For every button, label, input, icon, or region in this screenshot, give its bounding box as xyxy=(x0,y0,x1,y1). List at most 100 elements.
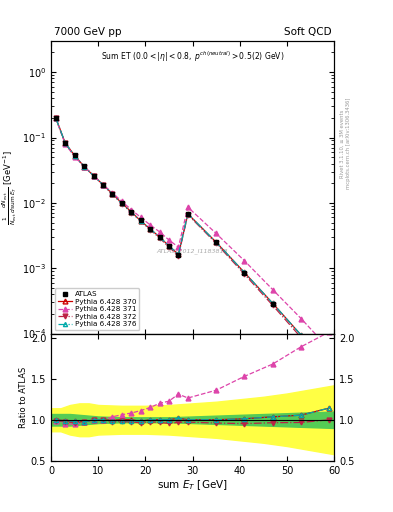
ATLAS xyxy=(214,239,219,245)
Pythia 6.428 371 xyxy=(129,206,134,212)
Pythia 6.428 372 xyxy=(185,211,190,218)
Text: Sum ET $(0.0 < |\eta| < 0.8,\ p^{ch(neutral)} > 0.5(2)\ \mathrm{GeV})$: Sum ET $(0.0 < |\eta| < 0.8,\ p^{ch(neut… xyxy=(101,50,284,64)
Pythia 6.428 376 xyxy=(129,209,134,215)
Pythia 6.428 370 xyxy=(299,332,303,338)
Pythia 6.428 370 xyxy=(82,163,86,169)
Pythia 6.428 372 xyxy=(53,115,58,121)
Pythia 6.428 371 xyxy=(110,189,115,196)
Pythia 6.428 372 xyxy=(82,163,86,169)
Pythia 6.428 370 xyxy=(63,140,68,146)
Pythia 6.428 376 xyxy=(148,226,152,232)
Pythia 6.428 372 xyxy=(138,218,143,224)
Pythia 6.428 372 xyxy=(214,240,219,246)
Pythia 6.428 376 xyxy=(110,191,115,197)
Pythia 6.428 376 xyxy=(157,234,162,240)
Pythia 6.428 376 xyxy=(72,153,77,159)
Pythia 6.428 371 xyxy=(270,287,275,293)
Pythia 6.428 376 xyxy=(63,140,68,146)
Pythia 6.428 376 xyxy=(138,218,143,224)
Pythia 6.428 371 xyxy=(82,163,86,169)
Pythia 6.428 376 xyxy=(91,173,96,179)
Pythia 6.428 371 xyxy=(299,315,303,322)
ATLAS xyxy=(270,301,275,307)
Line: Pythia 6.428 372: Pythia 6.428 372 xyxy=(53,116,332,372)
Pythia 6.428 370 xyxy=(327,363,332,369)
Pythia 6.428 376 xyxy=(82,163,86,169)
Pythia 6.428 370 xyxy=(101,182,105,188)
ATLAS xyxy=(176,252,181,258)
Pythia 6.428 376 xyxy=(119,200,124,206)
Pythia 6.428 370 xyxy=(176,251,181,258)
Pythia 6.428 372 xyxy=(110,191,115,198)
Pythia 6.428 371 xyxy=(63,141,68,147)
Line: Pythia 6.428 376: Pythia 6.428 376 xyxy=(54,116,331,368)
Text: ATLAS_2012_I1183818: ATLAS_2012_I1183818 xyxy=(157,249,228,254)
Pythia 6.428 372 xyxy=(63,140,68,146)
ATLAS xyxy=(53,115,58,121)
Pythia 6.428 371 xyxy=(148,222,152,228)
Pythia 6.428 371 xyxy=(157,229,162,235)
Pythia 6.428 372 xyxy=(148,226,152,232)
ATLAS xyxy=(110,190,115,197)
Pythia 6.428 370 xyxy=(129,209,134,215)
Pythia 6.428 371 xyxy=(327,346,332,352)
Pythia 6.428 370 xyxy=(72,153,77,159)
Pythia 6.428 372 xyxy=(327,367,332,373)
Pythia 6.428 370 xyxy=(138,218,143,224)
ATLAS xyxy=(242,270,247,276)
Pythia 6.428 371 xyxy=(176,244,181,250)
ATLAS xyxy=(167,243,171,249)
Pythia 6.428 372 xyxy=(299,334,303,340)
Text: Soft QCD: Soft QCD xyxy=(284,27,331,36)
ATLAS xyxy=(327,367,332,373)
Line: Pythia 6.428 371: Pythia 6.428 371 xyxy=(53,116,332,351)
Pythia 6.428 370 xyxy=(91,173,96,179)
Pythia 6.428 376 xyxy=(242,269,247,275)
Pythia 6.428 372 xyxy=(157,235,162,241)
Pythia 6.428 372 xyxy=(167,244,171,250)
Y-axis label: Ratio to ATLAS: Ratio to ATLAS xyxy=(19,367,28,428)
Pythia 6.428 376 xyxy=(327,363,332,369)
ATLAS xyxy=(82,163,86,169)
Pythia 6.428 370 xyxy=(119,200,124,206)
Pythia 6.428 371 xyxy=(53,115,58,121)
ATLAS xyxy=(101,182,105,188)
Y-axis label: $\frac{1}{N_\mathrm{evt}}\frac{dN_\mathrm{evt}}{d\,\mathrm{sum}\,E_T}\ [\mathrm{: $\frac{1}{N_\mathrm{evt}}\frac{dN_\mathr… xyxy=(1,150,19,225)
Pythia 6.428 371 xyxy=(242,258,247,264)
Pythia 6.428 370 xyxy=(185,211,190,217)
Pythia 6.428 376 xyxy=(185,211,190,217)
X-axis label: sum $E_T$ [GeV]: sum $E_T$ [GeV] xyxy=(157,478,228,492)
ATLAS xyxy=(72,152,77,158)
Text: 7000 GeV pp: 7000 GeV pp xyxy=(54,27,121,36)
Pythia 6.428 370 xyxy=(53,115,58,121)
Pythia 6.428 371 xyxy=(167,237,171,243)
Pythia 6.428 370 xyxy=(270,300,275,306)
Pythia 6.428 372 xyxy=(176,253,181,259)
ATLAS xyxy=(91,173,96,179)
Pythia 6.428 372 xyxy=(129,209,134,216)
Pythia 6.428 372 xyxy=(101,182,105,188)
Pythia 6.428 371 xyxy=(138,215,143,221)
Pythia 6.428 372 xyxy=(91,173,96,179)
Pythia 6.428 376 xyxy=(270,300,275,306)
Pythia 6.428 376 xyxy=(299,332,303,338)
ATLAS xyxy=(148,226,152,232)
Pythia 6.428 371 xyxy=(119,199,124,205)
Pythia 6.428 376 xyxy=(214,239,219,245)
ATLAS xyxy=(299,333,303,339)
Pythia 6.428 370 xyxy=(214,239,219,245)
Pythia 6.428 370 xyxy=(110,191,115,197)
Line: Pythia 6.428 370: Pythia 6.428 370 xyxy=(53,115,332,368)
ATLAS xyxy=(138,217,143,223)
Pythia 6.428 372 xyxy=(72,153,77,159)
ATLAS xyxy=(63,140,68,146)
Pythia 6.428 371 xyxy=(72,154,77,160)
Pythia 6.428 376 xyxy=(101,182,105,188)
Pythia 6.428 376 xyxy=(167,243,171,249)
Pythia 6.428 370 xyxy=(157,234,162,240)
ATLAS xyxy=(129,209,134,215)
Line: ATLAS: ATLAS xyxy=(53,115,332,372)
Pythia 6.428 370 xyxy=(148,226,152,232)
ATLAS xyxy=(157,234,162,240)
Pythia 6.428 372 xyxy=(119,201,124,207)
